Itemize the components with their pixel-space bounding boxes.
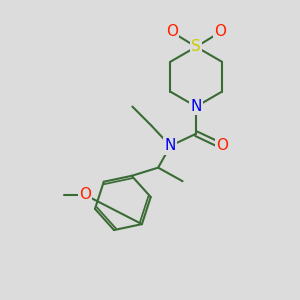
Text: N: N	[190, 99, 202, 114]
Text: N: N	[165, 138, 176, 153]
Text: O: O	[216, 138, 228, 153]
Text: O: O	[214, 24, 226, 39]
Text: S: S	[191, 39, 201, 54]
Text: O: O	[79, 187, 91, 202]
Text: O: O	[166, 24, 178, 39]
